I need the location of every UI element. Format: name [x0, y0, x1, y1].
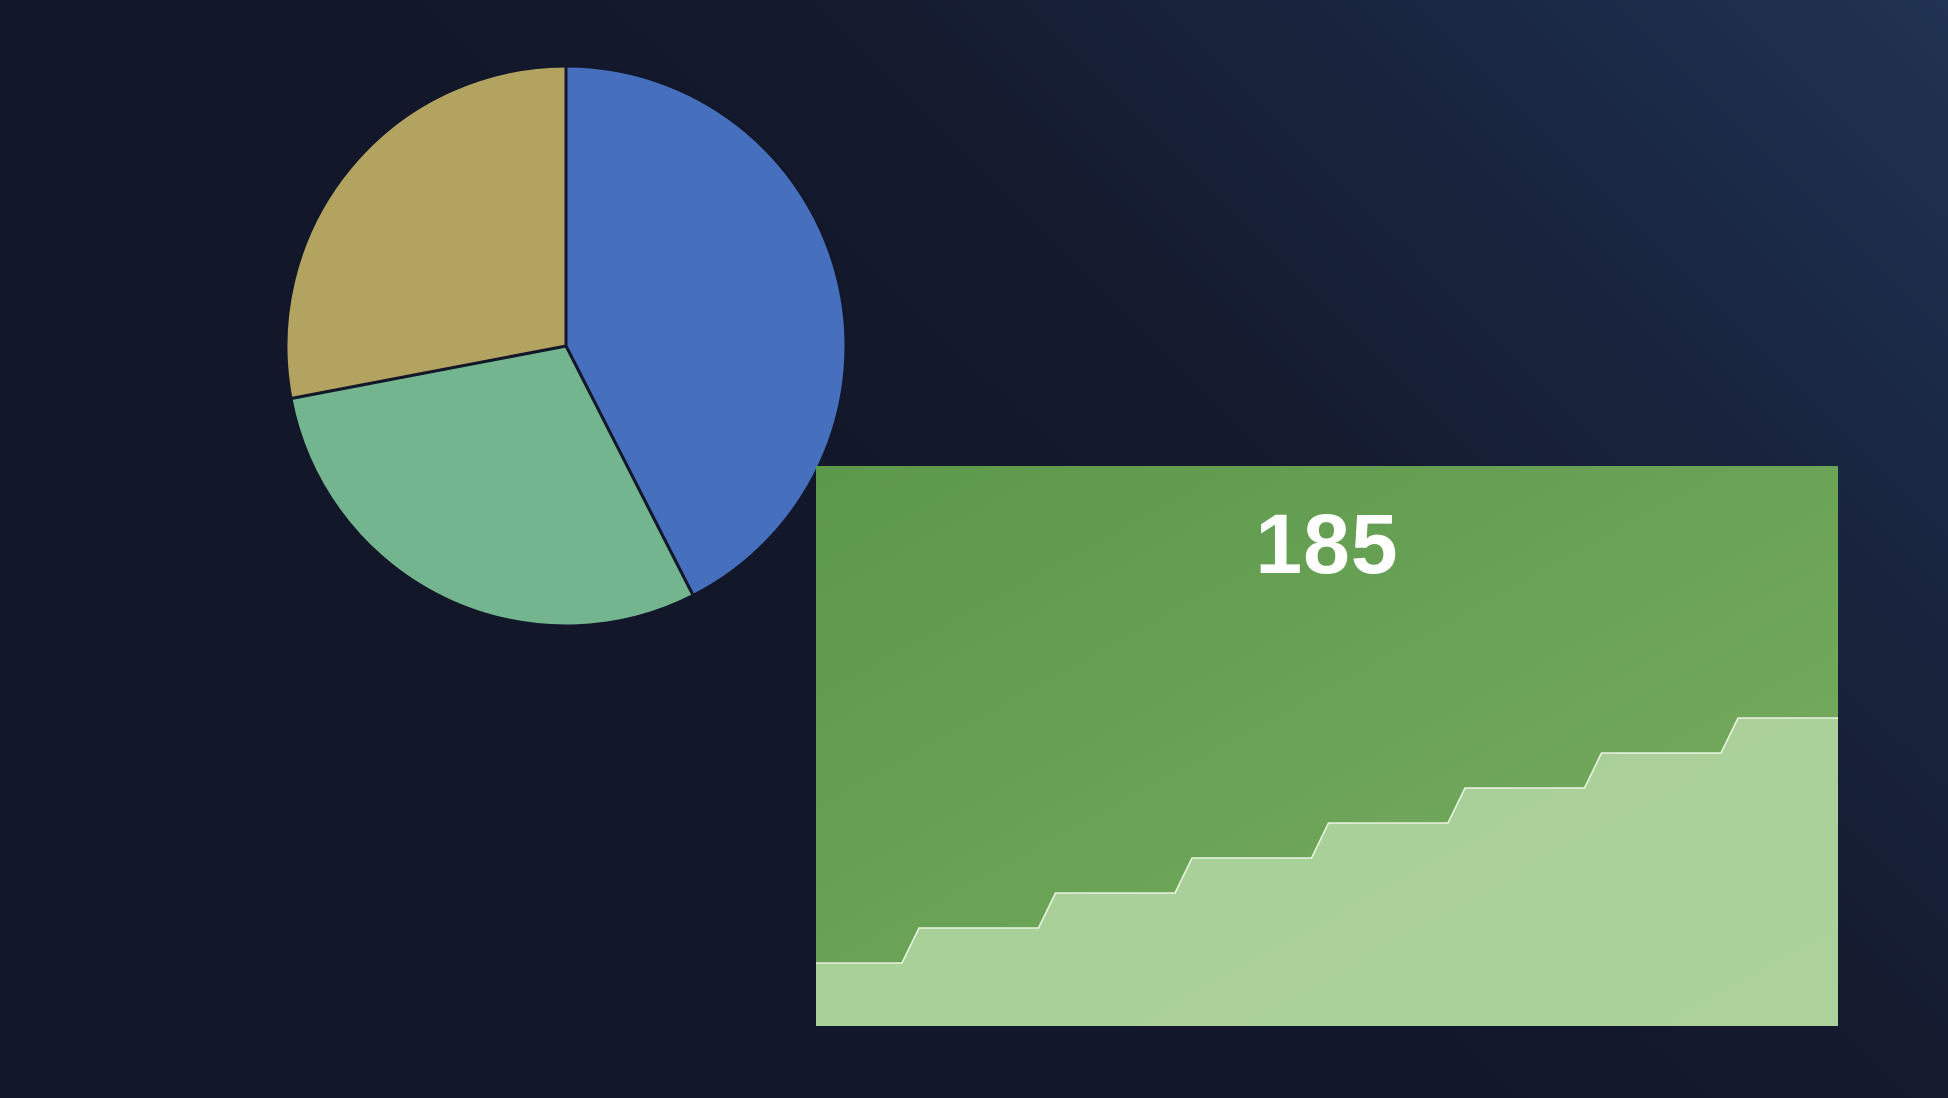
kpi-value: 185: [1255, 497, 1399, 591]
sparkline-area: [816, 718, 1838, 1026]
pie-slice-2: [289, 344, 695, 628]
pie-chart: [284, 64, 848, 628]
kpi-card: 185: [816, 466, 1838, 1026]
pie-slice-1: [564, 64, 848, 597]
kpi-sparkline: [816, 717, 1838, 1026]
sparkline-line: [816, 717, 1838, 964]
pie-slice-3: [284, 64, 568, 400]
